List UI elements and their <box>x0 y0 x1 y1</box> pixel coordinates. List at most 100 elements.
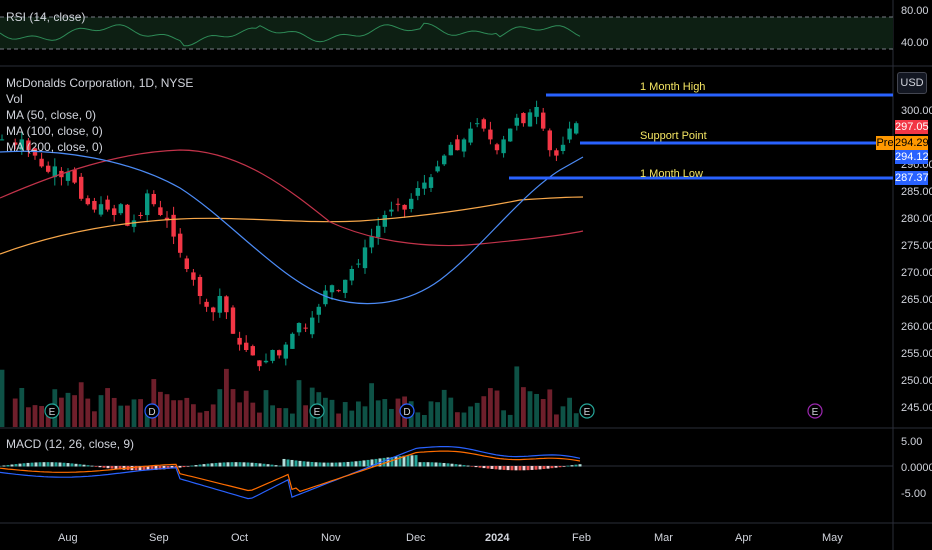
macd-hist-bar <box>54 462 58 467</box>
volume-bar <box>481 396 487 427</box>
volume-bar <box>217 389 223 427</box>
legend-ma100[interactable]: MA (100, close, 0) <box>6 124 103 138</box>
volume-bar <box>501 410 506 427</box>
volume-bar <box>59 397 64 427</box>
time-label-oct: Oct <box>231 532 249 544</box>
macd-hist-bar <box>498 466 502 470</box>
macd-hist-bar <box>66 463 70 467</box>
candle-body <box>455 139 460 151</box>
macd-hist-bar <box>562 466 566 467</box>
event-marker-text: E <box>49 407 56 418</box>
volume-bar <box>230 389 236 427</box>
price-tag-1-month-low: 287.37 <box>895 171 929 185</box>
candle-body <box>197 276 203 296</box>
macd-hist-bar <box>326 462 330 467</box>
legend-vol[interactable]: Vol <box>6 92 23 106</box>
volume-bar <box>329 399 335 427</box>
candle-body <box>52 166 57 178</box>
macd-hist-bar <box>502 466 506 470</box>
chart-title[interactable]: McDonalds Corporation, 1D, NYSE <box>6 76 194 90</box>
macd-hist-bar <box>98 466 102 468</box>
macd-hist-bar <box>554 466 558 468</box>
volume-bar <box>158 391 163 427</box>
macd-hist-bar <box>406 455 410 467</box>
candle-body <box>316 306 321 315</box>
annotation-1-month-high[interactable]: 1 Month High <box>640 81 706 93</box>
macd-hist-bar <box>50 462 54 467</box>
volume-bar <box>197 412 203 427</box>
volume-bar <box>237 402 242 427</box>
macd-hist-bar <box>306 461 310 467</box>
volume-bar <box>507 414 513 427</box>
macd-hist-bar <box>286 459 290 467</box>
annotation-1-month-low[interactable]: 1 Month Low <box>640 168 703 180</box>
candle-body <box>250 346 255 356</box>
volume-bar <box>468 406 473 427</box>
price-tick: 285.00 <box>901 186 932 198</box>
volume-bar <box>26 407 31 427</box>
time-label-apr: Apr <box>735 532 753 544</box>
candle-body <box>151 193 156 205</box>
candle-body <box>310 317 315 335</box>
legend-ma200[interactable]: MA (200, close, 0) <box>6 140 103 154</box>
event-marker-badge <box>807 403 823 419</box>
macd-hist-bar <box>10 464 14 467</box>
volume-bar <box>342 402 348 427</box>
candle-body <box>541 112 546 129</box>
macd-hist-bar <box>310 461 314 467</box>
candle-body <box>296 323 302 333</box>
volume-bar <box>534 393 539 427</box>
annotation-support-point[interactable]: Support Point <box>640 130 707 142</box>
volume-bar <box>375 400 381 427</box>
candle-body <box>257 360 262 367</box>
event-marker-badge <box>579 403 595 419</box>
candle-body <box>230 307 236 334</box>
macd-hist-bar <box>14 464 18 467</box>
macd-hist-bar <box>166 466 170 469</box>
candle-body <box>178 233 183 253</box>
volume-bar <box>435 402 440 427</box>
volume-bar <box>263 390 269 427</box>
macd-hist-bar <box>522 466 526 471</box>
volume-bar <box>573 413 579 427</box>
volume-bar <box>177 400 183 427</box>
candle-body <box>105 199 110 210</box>
rsi-label[interactable]: RSI (14, close) <box>6 10 86 24</box>
macd-hist-bar <box>262 463 266 467</box>
legend-ma50[interactable]: MA (50, close, 0) <box>6 108 97 122</box>
volume-bar <box>118 405 124 427</box>
candle-body <box>567 128 572 140</box>
candle-body <box>501 139 506 154</box>
candle-body <box>184 258 189 269</box>
volume-bar <box>65 392 71 427</box>
event-marker: D <box>399 403 415 419</box>
currency-button[interactable]: USD <box>897 72 927 94</box>
macd-hist-bar <box>222 462 226 467</box>
rsi-line <box>0 22 581 47</box>
time-label-sep: Sep <box>149 532 169 544</box>
volume-bar <box>428 401 434 427</box>
macd-hist-bar <box>298 460 302 467</box>
price-tag-last: 297.05 <box>895 120 929 134</box>
volume-bar <box>349 410 355 427</box>
macd-hist-bar <box>478 466 482 468</box>
volume-bar <box>257 412 262 427</box>
volume-bar <box>527 391 533 427</box>
candle-body <box>448 144 453 156</box>
time-label-aug: Aug <box>58 532 78 544</box>
macd-hist-bar <box>466 465 470 467</box>
candle-body <box>488 129 493 140</box>
candles <box>0 100 579 371</box>
candle-body <box>112 208 117 215</box>
candle-body <box>98 204 104 215</box>
candle-body <box>204 301 209 307</box>
candle-body <box>560 144 566 152</box>
volume-bar <box>144 411 150 427</box>
candle-body <box>79 176 84 199</box>
event-marker-text: E <box>314 407 321 418</box>
macd-hist-bar <box>322 462 326 467</box>
volume-bar <box>210 404 216 427</box>
macd-label[interactable]: MACD (12, 26, close, 9) <box>6 437 135 451</box>
